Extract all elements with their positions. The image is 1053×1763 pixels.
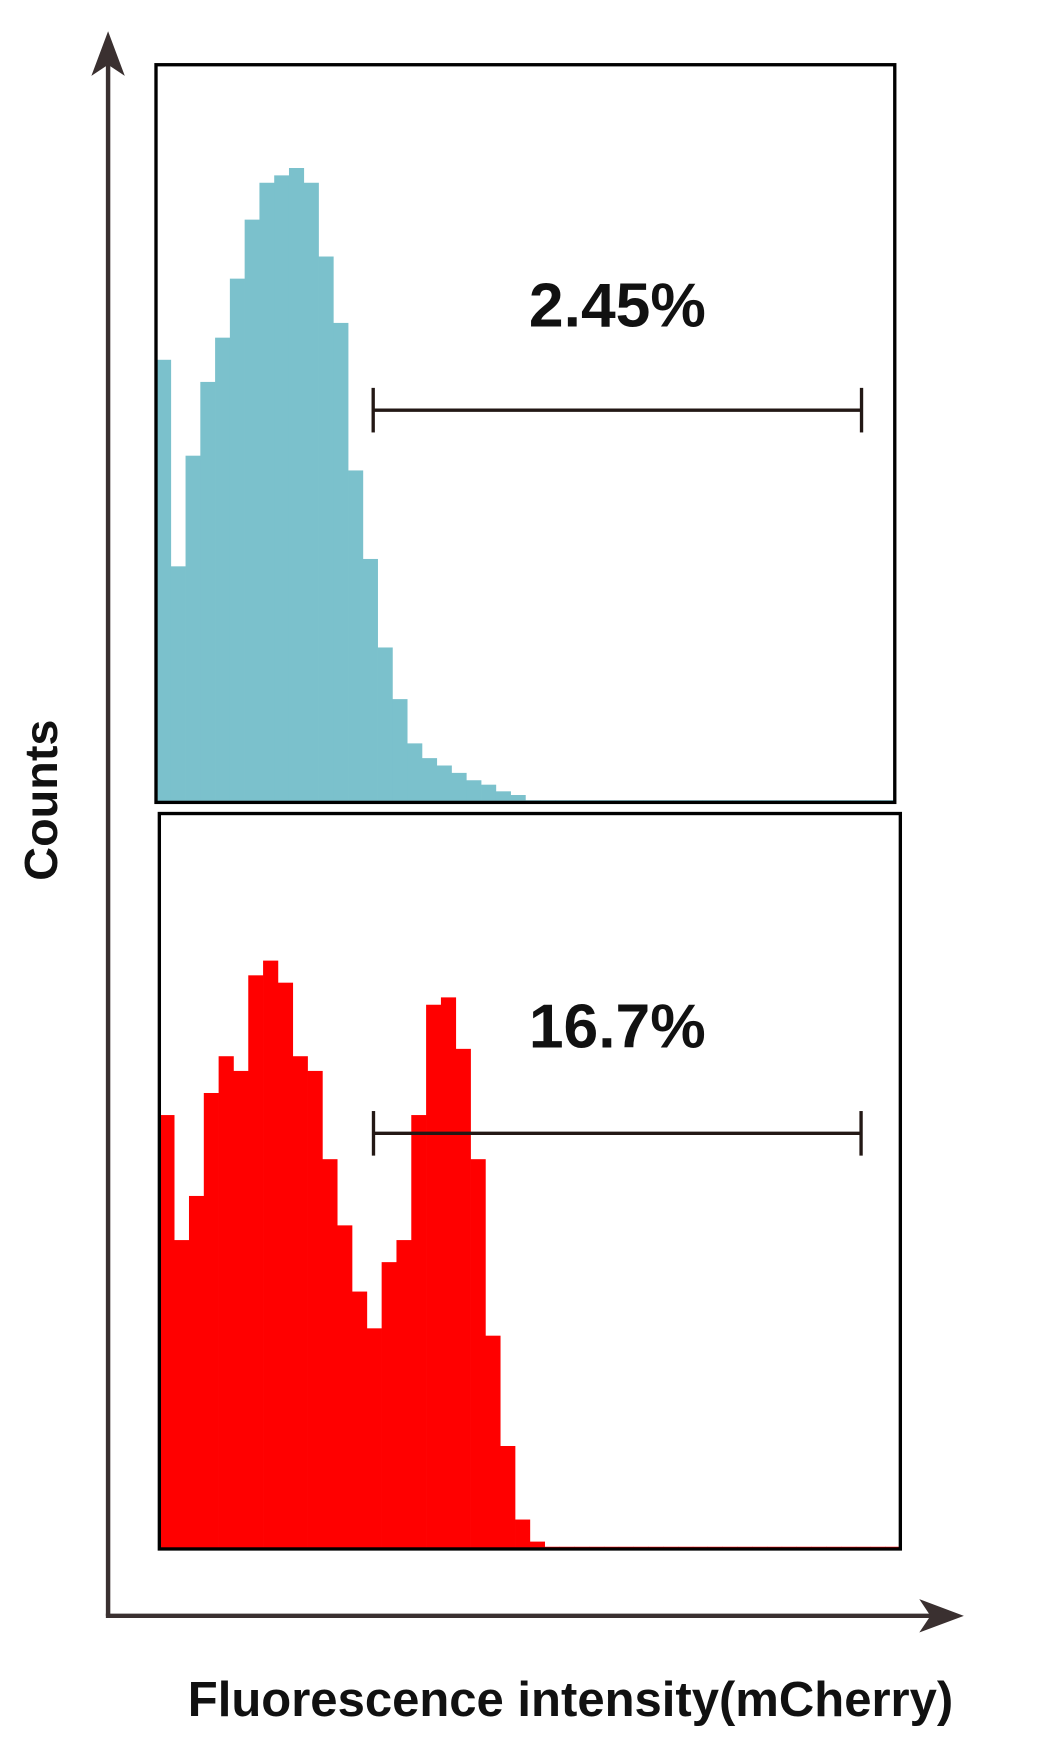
histogram-bar [248,975,264,1549]
histogram-bar [200,381,216,803]
histogram-bar [337,1225,353,1549]
histogram-bar [174,1240,190,1549]
histogram-bar [440,997,457,1549]
y-arrow [91,31,125,76]
panel-frame [157,811,903,1551]
histogram-bar [244,219,260,803]
histogram-bar [366,1328,382,1549]
histogram-bar [159,1115,175,1549]
histogram-bar [170,566,186,803]
histogram-bar [515,1519,531,1549]
gate-label: 16.7% [529,992,706,1061]
histogram-bar [352,1291,368,1549]
gate-label: 2.45% [529,271,706,340]
histogram-bar [436,765,452,803]
histogram-bar [292,1056,308,1549]
histogram-bar [277,982,294,1549]
panel-frame [154,63,897,805]
histogram-bar [451,772,467,803]
histogram-bar [392,699,408,803]
histogram-bar [156,359,172,803]
histogram-bar [303,182,319,803]
histogram-bar [259,182,275,803]
histogram-bar [288,168,305,803]
histogram-bar [218,1056,234,1549]
histogram-bar [466,780,482,803]
histogram-bar [396,1240,412,1549]
histogram-bar [411,1115,427,1549]
histogram-bar [500,1445,516,1549]
histogram-bar [495,791,511,803]
histogram-bar [229,278,245,803]
histogram-bar [362,558,378,803]
histogram-bar [322,1159,338,1549]
histogram-bar [407,743,423,803]
x-arrow [919,1599,964,1633]
histogram-bar [233,1070,249,1549]
histogram-bar [377,647,393,803]
histogram-bar [188,1195,205,1549]
histogram-bar [510,795,526,803]
histogram-bar [426,1004,442,1549]
histogram-bar [529,1541,545,1549]
histogram-bar [215,337,231,803]
histogram-bar [274,175,290,803]
histogram-bar [348,470,364,803]
histogram-bar [481,784,497,803]
histogram-bar [263,960,279,1549]
histogram-bar [381,1262,397,1549]
histogram-bar [307,1070,323,1549]
histogram-bar [485,1335,501,1549]
histogram-bar [455,1048,471,1549]
histogram-bar [421,758,438,803]
histogram-bar [185,455,201,803]
histogram-bar [470,1159,486,1549]
y-axis-label: Counts [15,720,67,881]
x-axis-label: Fluorescence intensity(mCherry) [188,1673,953,1727]
histogram-bar [333,322,349,803]
histogram-bar [203,1092,219,1549]
histogram-bar [318,256,334,803]
